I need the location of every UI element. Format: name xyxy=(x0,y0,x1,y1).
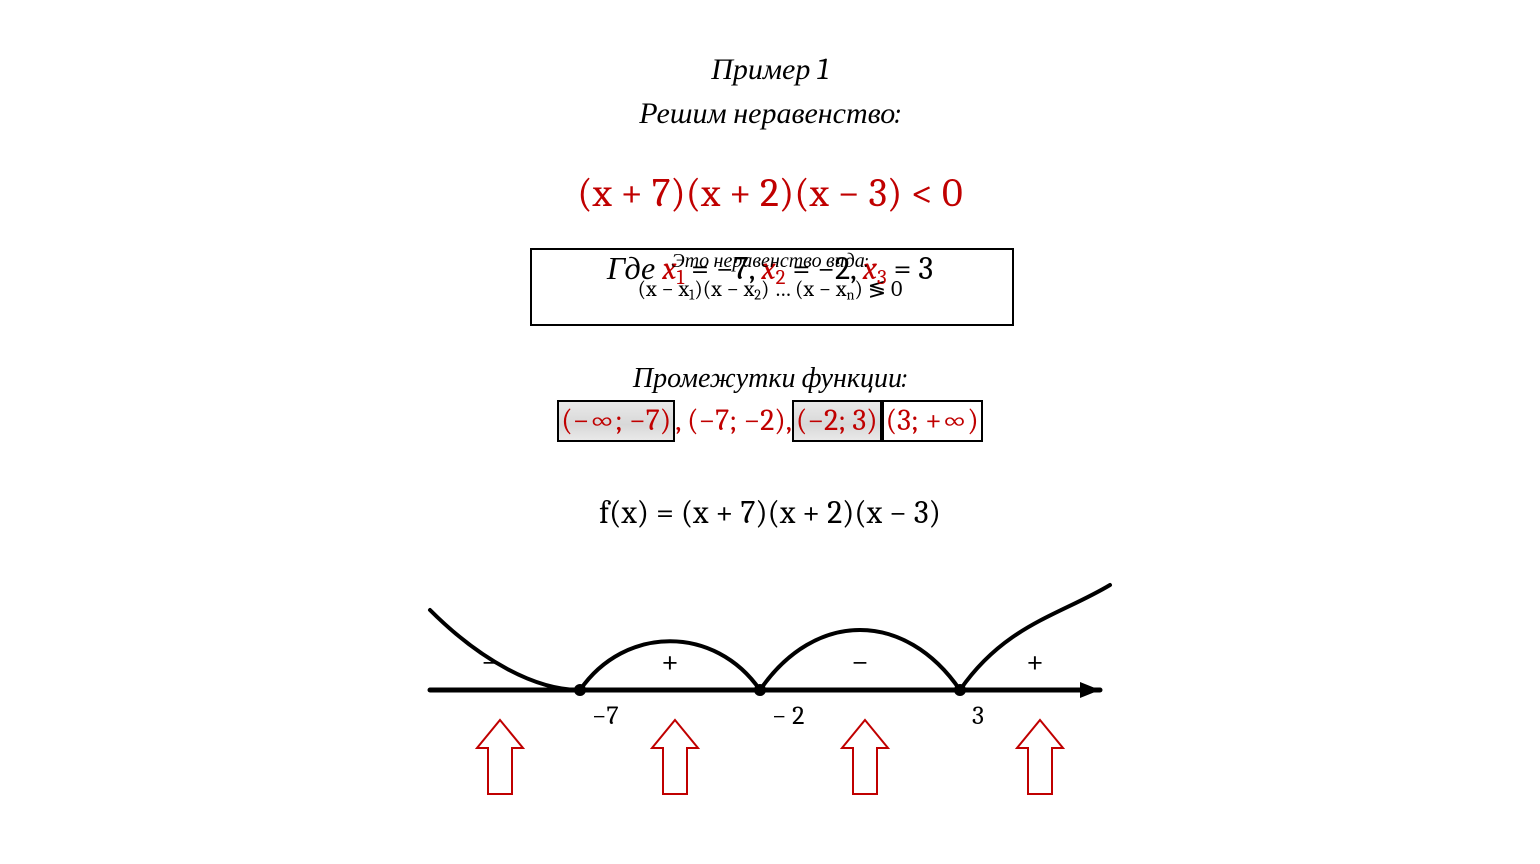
number-line-svg: −7 − 2 3 − + − + xyxy=(420,570,1120,800)
svg-text:−: − xyxy=(851,643,869,680)
fx-definition: f(x) = (x + 7)(x + 2)(x − 3) xyxy=(0,494,1540,531)
svg-text:− 2: − 2 xyxy=(772,701,804,731)
interval-3-box: (−2; 3) xyxy=(792,400,882,442)
number-line-chart: −7 − 2 3 − + − + xyxy=(420,570,1120,800)
kind-label: Это неравенство вида: xyxy=(0,249,1540,273)
intervals-title: Промежутки функции: xyxy=(0,362,1540,395)
interval-4: (3; +∞) xyxy=(886,403,979,438)
example-subtitle: Решим неравенство: xyxy=(0,96,1540,131)
svg-text:3: 3 xyxy=(972,701,984,731)
svg-text:−: − xyxy=(481,643,499,680)
svg-text:+: + xyxy=(661,643,679,680)
example-title: Пример 1 xyxy=(0,52,1540,87)
slide: Пример 1 Решим неравенство: (x + 7)(x + … xyxy=(0,0,1540,864)
intervals-wrap: (−∞; −7), (−7; −2),(−2; 3)(3; +∞) xyxy=(557,400,983,442)
interval-1: (−∞; −7) xyxy=(561,403,671,438)
main-inequality: (x + 7)(x + 2)(x − 3) < 0 xyxy=(0,170,1540,216)
svg-text:+: + xyxy=(1026,643,1044,680)
svg-text:−7: −7 xyxy=(592,701,619,731)
interval-3: (−2; 3) xyxy=(796,403,878,438)
interval-4-box: (3; +∞) xyxy=(882,400,983,442)
intervals-row: (−∞; −7), (−7; −2),(−2; 3)(3; +∞) xyxy=(0,400,1540,442)
interval-2: (−7; −2) xyxy=(680,403,785,438)
interval-1-box: (−∞; −7) xyxy=(557,400,675,442)
